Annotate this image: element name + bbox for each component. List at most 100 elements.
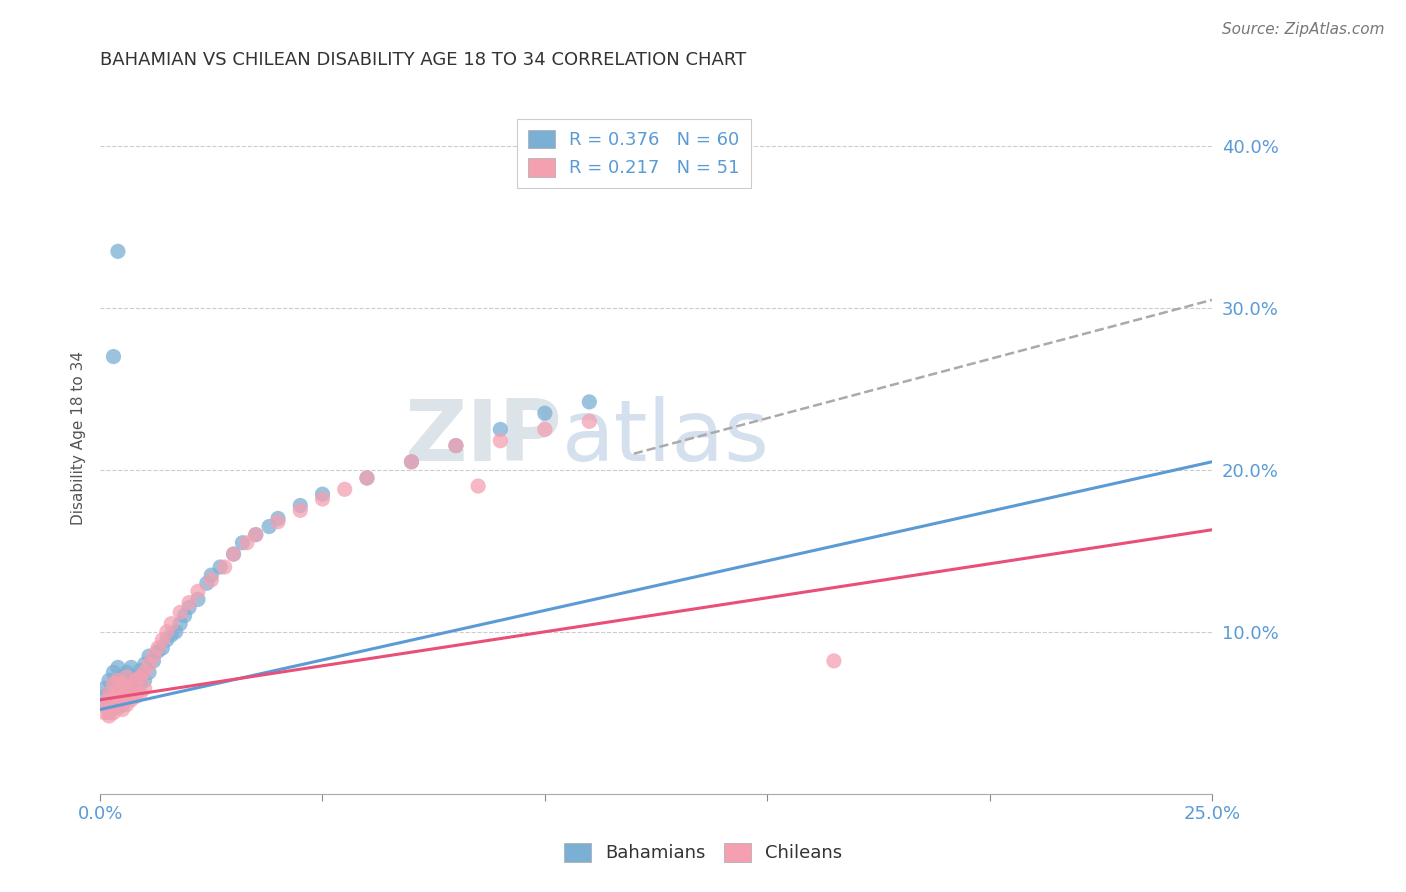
Point: [129, 686, 152, 700]
Point: [107, 673, 129, 688]
Point: [98, 686, 121, 700]
Point: [111, 670, 134, 684]
Point: [107, 686, 129, 700]
Point: [177, 600, 200, 615]
Legend: Bahamians, Chileans: Bahamians, Chileans: [557, 836, 849, 870]
Point: [103, 690, 125, 704]
Point: [98, 706, 121, 720]
Point: [98, 709, 121, 723]
Point: [98, 686, 121, 700]
Point: [823, 654, 845, 668]
Point: [160, 616, 183, 631]
Point: [129, 670, 152, 684]
Point: [115, 665, 138, 680]
Point: [146, 640, 169, 655]
Point: [138, 648, 160, 663]
Legend: R = 0.376   N = 60, R = 0.217   N = 51: R = 0.376 N = 60, R = 0.217 N = 51: [517, 119, 751, 188]
Point: [444, 439, 467, 453]
Point: [115, 684, 138, 698]
Point: [103, 665, 125, 680]
Text: BAHAMIAN VS CHILEAN DISABILITY AGE 18 TO 34 CORRELATION CHART: BAHAMIAN VS CHILEAN DISABILITY AGE 18 TO…: [100, 51, 747, 69]
Point: [146, 644, 169, 658]
Point: [236, 535, 259, 549]
Point: [356, 471, 378, 485]
Point: [93, 698, 115, 712]
Point: [311, 491, 333, 506]
Point: [156, 632, 179, 647]
Point: [129, 676, 152, 690]
Point: [107, 686, 129, 700]
Point: [125, 681, 148, 696]
Point: [534, 422, 557, 436]
Y-axis label: Disability Age 18 to 34: Disability Age 18 to 34: [72, 351, 86, 524]
Point: [107, 673, 129, 688]
Point: [103, 350, 125, 364]
Point: [93, 706, 115, 720]
Point: [200, 573, 222, 587]
Point: [120, 686, 142, 700]
Point: [111, 698, 134, 712]
Point: [534, 406, 557, 420]
Point: [134, 681, 156, 696]
Text: Source: ZipAtlas.com: Source: ZipAtlas.com: [1222, 22, 1385, 37]
Point: [160, 628, 183, 642]
Point: [93, 681, 115, 696]
Point: [138, 657, 160, 672]
Point: [98, 693, 121, 707]
Point: [489, 434, 512, 448]
Point: [333, 483, 356, 497]
Point: [98, 673, 121, 688]
Point: [107, 701, 129, 715]
Point: [142, 654, 165, 668]
Point: [401, 455, 423, 469]
Text: ZIP: ZIP: [404, 396, 561, 479]
Point: [169, 605, 191, 619]
Point: [142, 648, 165, 663]
Point: [150, 632, 173, 647]
Point: [169, 616, 191, 631]
Point: [107, 660, 129, 674]
Point: [290, 499, 312, 513]
Point: [222, 547, 245, 561]
Point: [120, 660, 142, 674]
Point: [187, 584, 209, 599]
Point: [125, 670, 148, 684]
Point: [187, 592, 209, 607]
Point: [134, 657, 156, 672]
Point: [111, 690, 134, 704]
Point: [115, 690, 138, 704]
Point: [222, 547, 245, 561]
Point: [103, 706, 125, 720]
Point: [444, 439, 467, 453]
Point: [125, 673, 148, 688]
Point: [111, 702, 134, 716]
Point: [120, 693, 142, 707]
Point: [93, 698, 115, 712]
Point: [231, 535, 253, 549]
Point: [467, 479, 489, 493]
Point: [257, 519, 280, 533]
Point: [115, 670, 138, 684]
Point: [103, 676, 125, 690]
Point: [120, 681, 142, 696]
Point: [195, 576, 218, 591]
Point: [267, 511, 290, 525]
Point: [165, 624, 187, 639]
Point: [401, 455, 423, 469]
Point: [267, 515, 290, 529]
Point: [125, 690, 148, 704]
Point: [245, 527, 267, 541]
Point: [311, 487, 333, 501]
Point: [578, 395, 600, 409]
Point: [200, 568, 222, 582]
Point: [578, 414, 600, 428]
Point: [103, 698, 125, 712]
Point: [150, 640, 173, 655]
Point: [93, 690, 115, 704]
Point: [107, 244, 129, 259]
Point: [245, 527, 267, 541]
Point: [115, 698, 138, 712]
Point: [173, 608, 195, 623]
Point: [129, 664, 152, 678]
Point: [177, 596, 200, 610]
